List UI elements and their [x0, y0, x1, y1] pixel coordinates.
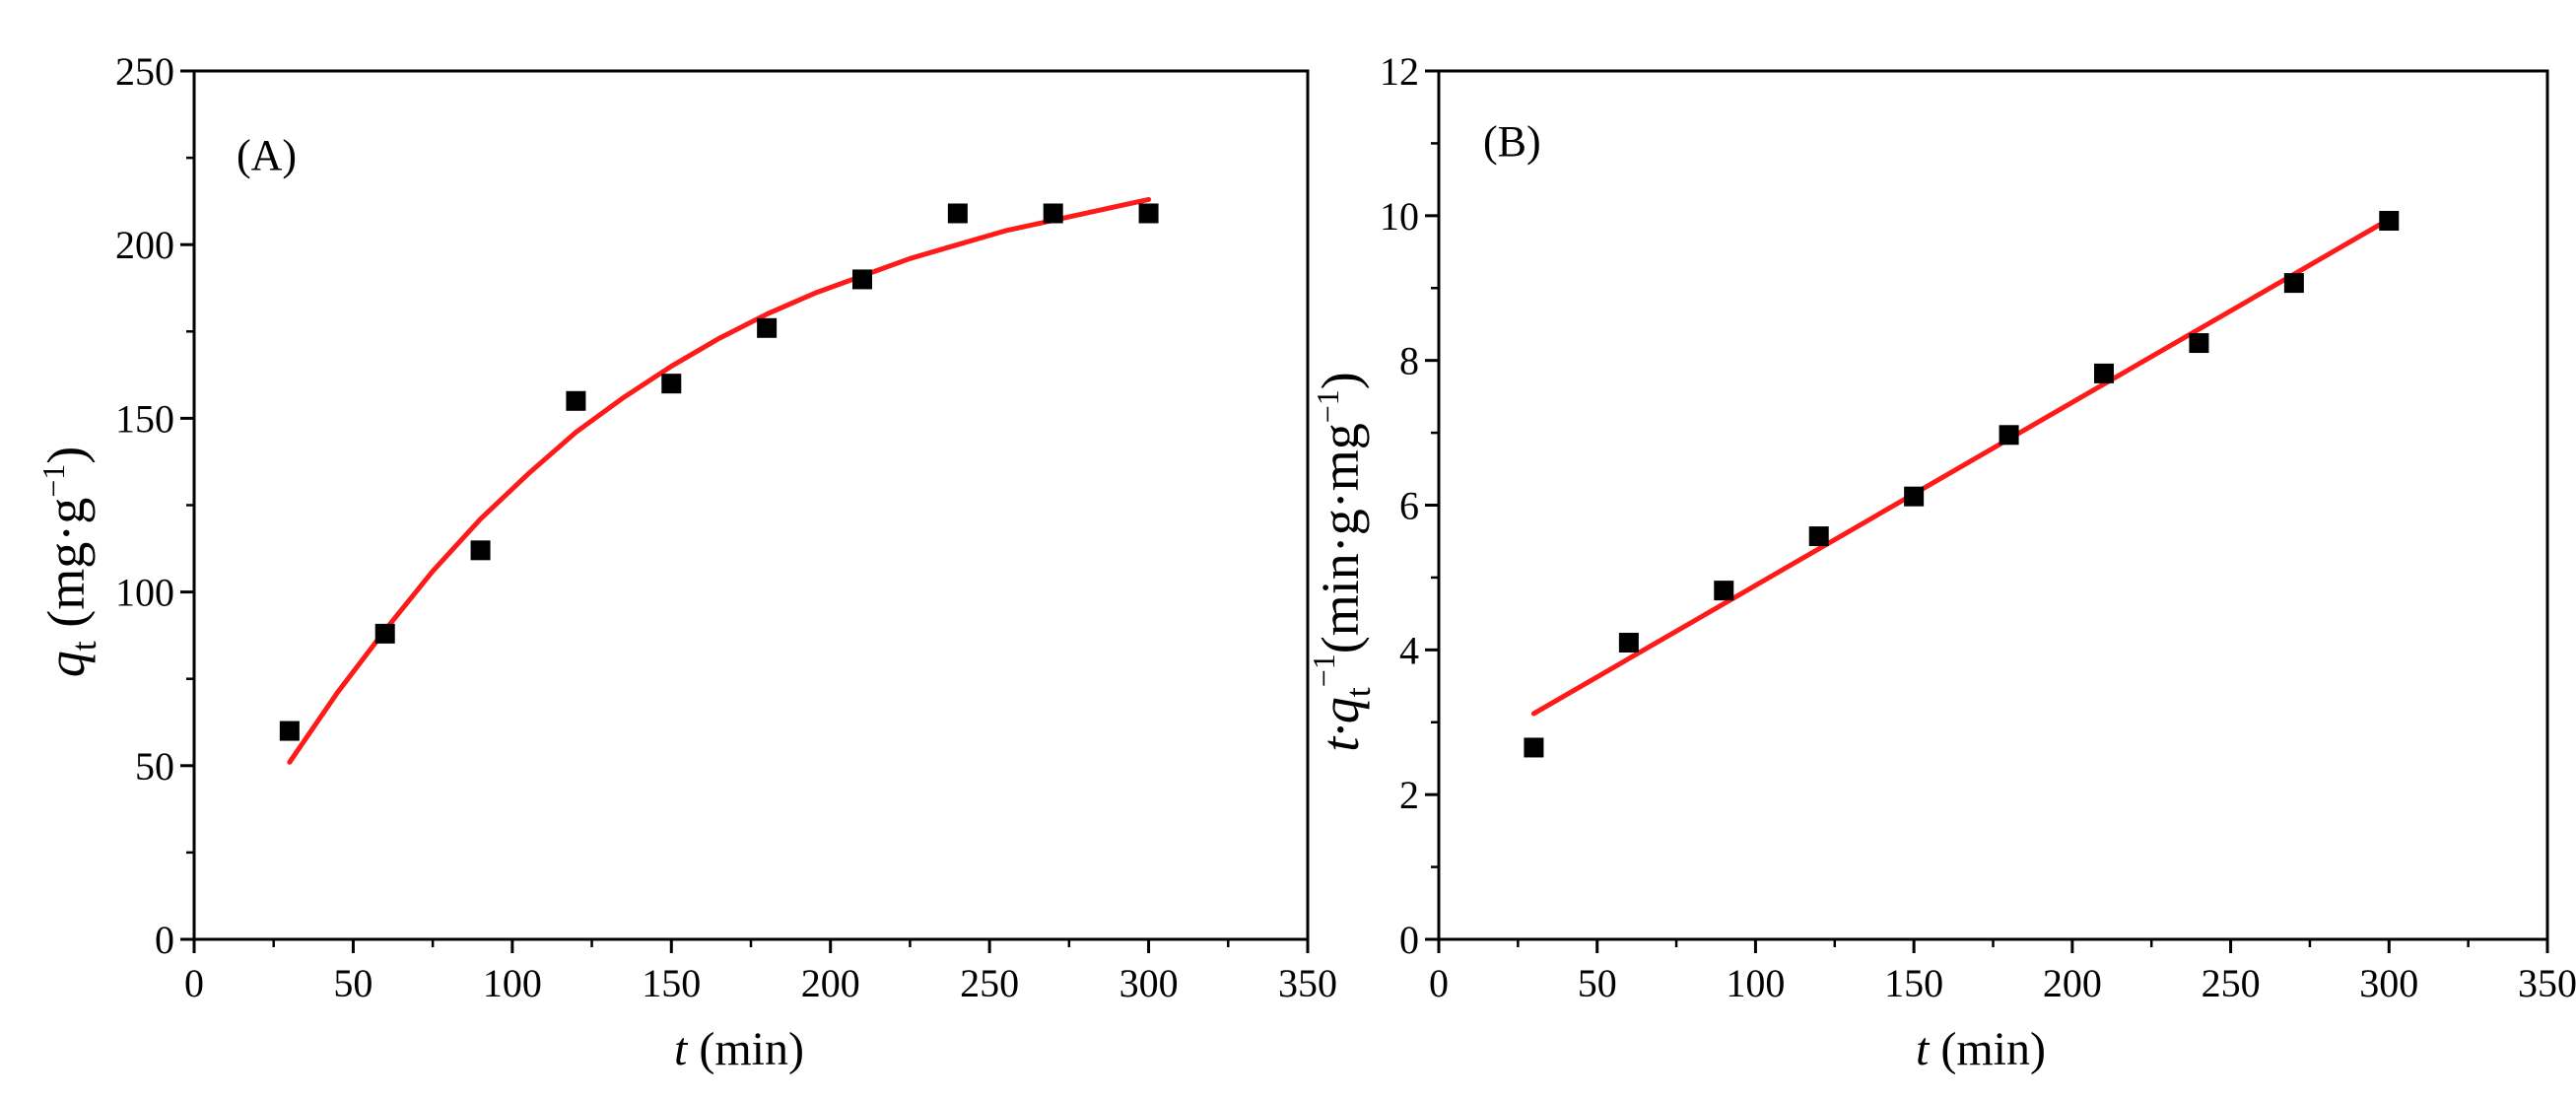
data-point — [1043, 203, 1063, 224]
x-tick-labels: 0 50 100 150 200 250 300 350 — [1429, 961, 2576, 1005]
y-axis-sub: t — [64, 641, 103, 651]
panel-label: (A) — [237, 131, 297, 179]
y-tick-label: 0 — [1399, 918, 1419, 962]
data-point — [661, 374, 682, 394]
y-axis-var: q — [36, 651, 96, 677]
data-markers — [1524, 210, 2400, 758]
fit-curve — [287, 196, 1152, 765]
x-axis-unit: (min) — [687, 1023, 804, 1075]
x-tick-label: 250 — [2202, 961, 2261, 1005]
x-axis-var: t — [1916, 1023, 1931, 1075]
panel-a: 0 50 100 150 200 250 300 350 0 50 100 150 200 250 (A… — [35, 49, 1337, 1075]
data-point — [1138, 203, 1159, 224]
x-tick-label: 50 — [1578, 961, 1617, 1005]
y-axis-sup: −1 — [1306, 653, 1341, 687]
x-tick-label: 100 — [483, 961, 542, 1005]
data-point — [947, 203, 968, 224]
data-point — [2094, 363, 2114, 383]
x-tick-label: 350 — [1278, 961, 1337, 1005]
x-tick-label: 350 — [2518, 961, 2576, 1005]
y-tick-label: 2 — [1399, 773, 1419, 817]
y-axis-title: qt (mg·g−1) — [35, 447, 103, 678]
data-point — [2379, 210, 2400, 231]
data-point — [1808, 526, 1829, 547]
plot-frame — [1437, 69, 2549, 941]
y-tick-label: 6 — [1399, 484, 1419, 528]
data-point — [2283, 273, 2304, 294]
panel-label: (B) — [1483, 117, 1541, 166]
minor-ticks — [186, 156, 1230, 947]
y-tick-label: 4 — [1399, 628, 1419, 672]
y-axis-var: q — [1311, 697, 1370, 723]
y-tick-label: 250 — [115, 49, 174, 94]
x-tick-labels: 0 50 100 150 200 250 300 350 — [184, 961, 1337, 1005]
y-axis-unit-end: ) — [36, 447, 96, 464]
x-tick-label: 100 — [1726, 961, 1785, 1005]
major-ticks — [180, 69, 1310, 953]
plot-frame — [192, 69, 1310, 941]
y-tick-label: 200 — [115, 223, 174, 267]
data-point — [1618, 632, 1639, 653]
y-axis-unit-sup: −1 — [35, 464, 71, 498]
data-point — [1524, 737, 1544, 758]
x-tick-label: 0 — [1429, 961, 1449, 1005]
data-markers — [279, 203, 1159, 741]
data-point — [1714, 581, 1734, 601]
x-tick-label: 150 — [642, 961, 701, 1005]
x-axis-title: t (min) — [674, 1023, 804, 1075]
x-tick-label: 300 — [2359, 961, 2418, 1005]
y-tick-label: 100 — [115, 571, 174, 615]
y-tick-labels: 0 2 4 6 8 10 12 — [1380, 49, 1419, 962]
y-tick-label: 150 — [115, 396, 174, 441]
x-tick-label: 150 — [1884, 961, 1943, 1005]
y-axis-title: t·qt−1(min·g·mg−1) — [1306, 372, 1378, 752]
major-ticks — [1425, 69, 2549, 953]
y-tick-label: 10 — [1380, 194, 1419, 239]
panel-b: 0 50 100 150 200 250 300 350 0 2 4 6 8 10 12 (B) t (m… — [1306, 49, 2576, 1075]
y-tick-label: 0 — [155, 918, 174, 962]
y-axis-pre: t· — [1311, 723, 1370, 752]
y-axis-unit-sup: −1 — [1310, 389, 1345, 423]
x-tick-label: 200 — [2043, 961, 2102, 1005]
y-axis-unit: (min·g·mg — [1311, 423, 1370, 653]
x-axis-var: t — [674, 1023, 689, 1075]
data-point — [1999, 425, 2019, 446]
y-tick-label: 8 — [1399, 339, 1419, 383]
y-axis-unit: (mg·g — [36, 498, 96, 641]
x-tick-label: 250 — [960, 961, 1019, 1005]
data-point — [757, 317, 778, 338]
fit-line — [1530, 217, 2392, 717]
y-tick-labels: 0 50 100 150 200 250 — [115, 49, 174, 962]
data-point — [374, 623, 395, 644]
y-tick-label: 12 — [1380, 49, 1419, 94]
data-point — [279, 721, 300, 741]
data-point — [2189, 333, 2209, 354]
x-tick-label: 300 — [1119, 961, 1179, 1005]
y-tick-label: 50 — [135, 744, 174, 789]
y-axis-unit-end: ) — [1311, 372, 1370, 389]
x-tick-label: 200 — [801, 961, 860, 1005]
x-axis-title: t (min) — [1916, 1023, 2046, 1075]
data-point — [470, 540, 491, 561]
x-tick-label: 50 — [333, 961, 373, 1005]
x-tick-label: 0 — [184, 961, 204, 1005]
data-point — [852, 269, 872, 290]
x-axis-unit: (min) — [1929, 1023, 2046, 1075]
y-axis-sub: t — [1338, 687, 1378, 697]
data-point — [1904, 486, 1925, 507]
data-point — [566, 390, 586, 411]
